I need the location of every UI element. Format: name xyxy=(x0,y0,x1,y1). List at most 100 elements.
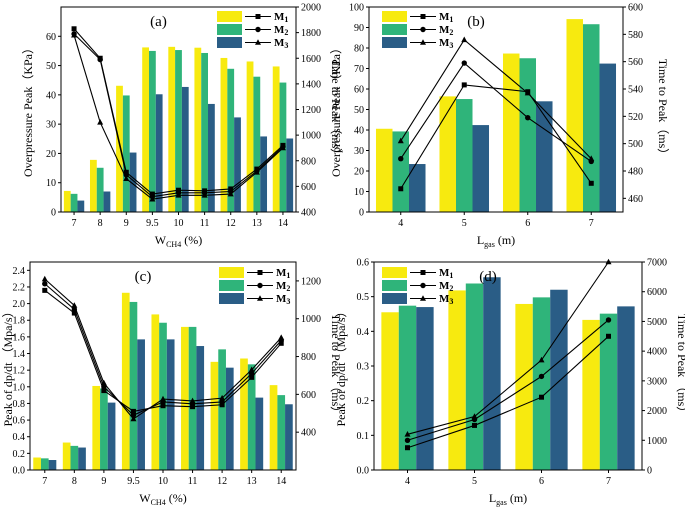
panel-label: (a) xyxy=(150,14,167,30)
y-tick-label: 2.4 xyxy=(13,266,26,277)
y-tick-label: 100 xyxy=(349,3,364,14)
bar xyxy=(155,94,163,212)
y2-tick-label: 1200 xyxy=(301,105,321,116)
bar xyxy=(70,193,78,212)
x-axis-title: Lgas (m) xyxy=(489,491,527,507)
bar xyxy=(439,96,456,212)
bar xyxy=(416,307,434,470)
y2-tick-label: 3000 xyxy=(647,376,667,387)
y-tick-label: 0.6 xyxy=(357,258,370,269)
x-tick-label: 10 xyxy=(158,476,168,487)
time-point xyxy=(97,56,103,63)
y-tick-label: 0.8 xyxy=(13,399,26,410)
y2-tick-label: 460 xyxy=(628,194,643,205)
time-point xyxy=(189,397,196,404)
legend-marker xyxy=(420,270,426,275)
time-point xyxy=(539,394,544,400)
time-line xyxy=(407,261,609,435)
bar xyxy=(617,306,635,470)
bar xyxy=(194,47,202,213)
bar xyxy=(137,339,145,470)
y2-tick-label: 800 xyxy=(301,352,316,363)
time-point xyxy=(249,374,255,380)
x-tick-label: 4 xyxy=(398,218,403,229)
bar xyxy=(253,76,261,212)
x-tick-label: 9 xyxy=(101,476,106,487)
x-tick-label: 14 xyxy=(278,218,288,229)
x-tick-label: 11 xyxy=(188,476,198,487)
panel-label: (d) xyxy=(479,269,497,285)
bar xyxy=(398,305,417,470)
time-point xyxy=(605,317,612,323)
y-tick-label: 0.6 xyxy=(13,416,26,427)
y-tick-label: 60 xyxy=(46,32,56,43)
y2-tick-label: 1000 xyxy=(301,314,321,325)
y2-tick-label: 400 xyxy=(301,428,316,439)
y-tick-label: 10 xyxy=(354,187,364,198)
bar xyxy=(148,50,156,212)
bar xyxy=(582,319,600,470)
bar xyxy=(381,312,399,470)
bar xyxy=(48,460,57,470)
bar xyxy=(483,277,501,470)
time-point xyxy=(405,445,410,451)
y-tick-label: 0.0 xyxy=(357,466,370,477)
y-tick-label: 50 xyxy=(354,105,364,116)
y2-tick-label: 7000 xyxy=(647,258,667,269)
x-axis-title: Lgas (m) xyxy=(477,233,515,249)
bar xyxy=(77,200,85,212)
time-point xyxy=(398,156,404,162)
time-point xyxy=(219,402,225,408)
bar xyxy=(40,458,49,470)
y2-axis-title: Time to Peak（ms） xyxy=(656,59,670,161)
bar xyxy=(409,164,426,212)
legend-swatch xyxy=(382,11,407,22)
time-point xyxy=(160,395,166,402)
legend-swatch xyxy=(382,37,407,48)
bar xyxy=(272,66,280,212)
x-tick-label: 7 xyxy=(42,476,47,487)
y-tick-label: 0.1 xyxy=(357,431,370,442)
x-tick-label: 8 xyxy=(72,476,77,487)
legend-swatch xyxy=(217,37,242,48)
x-tick-label: 9 xyxy=(124,218,129,229)
y2-tick-label: 1400 xyxy=(301,79,321,90)
bar xyxy=(168,46,176,213)
bar xyxy=(92,385,101,470)
y-tick-label: 0.3 xyxy=(357,362,370,373)
bar xyxy=(392,131,410,212)
y-tick-label: 60 xyxy=(354,85,364,96)
x-tick-label: 7 xyxy=(606,476,611,487)
bar xyxy=(472,125,490,212)
y2-tick-label: 800 xyxy=(301,156,316,167)
y2-axis-title: Time to Peak（ms） xyxy=(329,59,343,161)
panel-label: (b) xyxy=(467,14,485,30)
bar xyxy=(277,395,286,470)
time-point xyxy=(71,310,77,316)
bar xyxy=(151,314,160,470)
time-point xyxy=(71,31,78,38)
y2-tick-label: 0 xyxy=(647,466,652,477)
y2-tick-label: 2000 xyxy=(647,406,667,417)
y-tick-label: 0.2 xyxy=(13,449,26,460)
y-tick-label: 30 xyxy=(354,146,364,157)
bar xyxy=(129,301,138,470)
time-point xyxy=(397,137,404,144)
bar xyxy=(255,397,264,470)
time-point xyxy=(42,281,48,287)
time-line xyxy=(400,38,592,160)
time-point xyxy=(253,168,260,175)
bar xyxy=(166,339,175,470)
legend-label: M2 xyxy=(276,280,290,293)
bar xyxy=(70,445,79,470)
y-tick-label: 1.4 xyxy=(13,349,26,360)
y2-tick-label: 600 xyxy=(301,182,316,193)
legend-marker xyxy=(257,270,263,275)
time-point xyxy=(71,26,77,32)
time-point xyxy=(248,366,255,373)
bar xyxy=(247,364,256,470)
time-point xyxy=(538,373,545,380)
legend-label: M2 xyxy=(439,24,453,37)
y-tick-label: 1.8 xyxy=(13,316,26,327)
